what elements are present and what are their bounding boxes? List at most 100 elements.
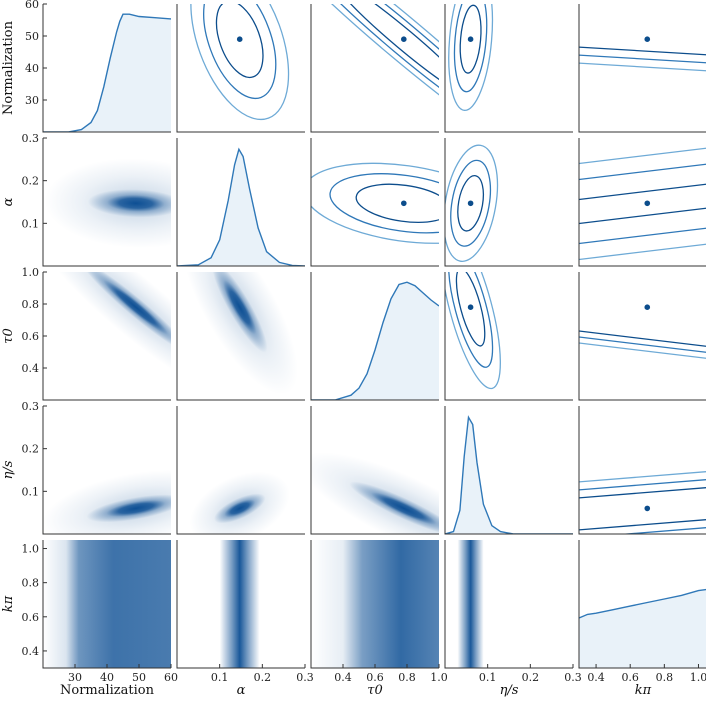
panel-alpha-vs-norm: 0.1 0.2 0.3 [22,132,171,267]
contour-1σ-tau0-kpi [579,330,706,347]
panel-tau0-vs-alpha [176,272,305,401]
panel-norm-vs-alpha [176,4,305,133]
contour-2σ-norm-kpi [579,54,706,64]
y-tick-label-kpi: 0.6 [22,611,40,624]
panel-axes [176,406,305,535]
panel-norm-vs-etas [444,4,573,133]
panel-etas-vs-tau0 [310,406,439,535]
best-fit-point-norm-tau0 [401,36,407,42]
panel-tau0-vs-tau0 [310,272,439,401]
contour-3σ-norm-etas [448,4,494,112]
x-tick-label-tau0: 0.4 [334,671,352,684]
panel-axes [444,4,573,133]
panel-axes [176,4,305,133]
panel-axes [176,138,305,267]
panel-axes [310,4,439,133]
contour-3σ-tau0-kpi [579,231,706,246]
panel-axes [578,272,706,401]
best-fit-point-alpha-etas [467,200,474,207]
contour-2σ-alpha-kpi [579,163,706,181]
panel-axes [42,272,171,401]
y-tick-label-etas: 0.1 [22,485,40,498]
y-tick-label-tau0: 0.8 [22,298,40,311]
x-axis-label-etas: η/s [500,683,519,698]
panel-norm-vs-tau0 [310,4,439,133]
contour-3σ-norm-tau0 [311,4,439,132]
panel-axes [42,4,171,133]
marginal-curve-etas [445,415,573,534]
density-kpi-tau0 [311,540,439,668]
panel-axes [578,4,706,133]
y-axis-label-etas: η/s [1,460,16,479]
panel-etas-vs-kpi [578,406,706,546]
y-tick-label-kpi: 0.4 [22,645,40,658]
panel-axes [578,138,706,267]
y-tick-label-etas: 0.2 [22,443,40,456]
marginal-curve-alpha [177,147,305,266]
panel-axes [176,272,305,401]
x-axis-label-tau0: τ0 [367,683,382,698]
contour-1σ-norm-alpha [215,4,264,79]
density-kpi-etas [457,540,484,668]
y-tick-label-norm: 40 [25,62,39,75]
x-axis-label-alpha: α [237,683,246,698]
contour-1σ-alpha-etas [457,174,485,232]
panel-norm-vs-norm: 30 40 50 60 [25,0,171,133]
contour-1σ-alpha-tau0 [355,183,439,223]
panel-axes [444,138,573,267]
contour-2σ-alpha-etas [450,159,492,247]
y-tick-label-alpha: 0.2 [22,175,40,188]
panel-axes [444,406,573,535]
y-axis-label-kpi: kπ [1,595,16,612]
y-tick-label-tau0: 0.4 [22,362,40,375]
marginal-fill-alpha [177,149,305,266]
panel-axes [310,272,439,401]
contour-1σ-norm-etas [459,4,482,74]
y-axis-label-alpha: α [1,197,16,206]
contour-2σ-alpha-kpi [579,227,706,245]
marginal-curve-tau0 [311,281,439,400]
panel-axes [310,138,439,267]
y-tick-label-tau0: 0.6 [22,330,40,343]
density-etas-tau0 [349,481,439,534]
panel-norm-vs-kpi [578,4,706,133]
y-tick-label-alpha: 0.3 [22,132,40,145]
contour-1σ-norm-kpi [579,46,706,56]
density-alpha-norm [87,189,171,218]
panel-axes [310,406,439,535]
panel-axes [310,540,439,669]
best-fit-point-alpha-tau0 [401,200,407,207]
x-tick-label-tau0: 1.0 [430,671,448,684]
best-fit-point-etas-kpi [644,505,651,512]
contour-3σ-alpha-tau0 [311,162,439,244]
contour-2σ-alpha-tau0 [329,173,439,234]
panel-alpha-vs-kpi [578,138,706,267]
y-axis-label-norm: Normalization [1,20,16,115]
x-axis-label-kpi: kπ [635,683,652,698]
x-tick-label-kpi: 1.0 [690,671,706,684]
panel-kpi-vs-tau0: 0.4 0.6 0.8 1.0 [310,540,448,684]
panel-axes [444,272,573,401]
y-tick-label-kpi: 0.8 [22,577,40,590]
y-axis-label-tau0: τ0 [1,328,16,343]
contour-3σ-tau0-etas [445,272,501,390]
contour-1σ-etas-kpi [579,519,706,531]
y-tick-label-norm: 60 [25,0,39,11]
density-etas-norm [86,494,171,523]
contour-3σ-etas-kpi [579,536,706,546]
best-fit-point-norm-etas [467,36,474,42]
contour-2σ-etas-kpi [619,527,706,534]
contour-1σ-tau0-etas [455,272,486,347]
density-etas-alpha [213,493,266,524]
contour-3σ-alpha-etas [445,144,499,263]
contour-3σ-etas-kpi [579,471,706,483]
best-fit-point-norm-alpha [236,36,243,42]
contour-2σ-norm-alpha [203,4,277,100]
panel-alpha-vs-etas [444,138,573,267]
best-fit-point-tau0-etas [467,304,474,311]
panel-kpi-vs-alpha: 0.1 0.2 0.3 [176,540,314,684]
contour-1σ-alpha-kpi [579,183,706,201]
marginal-curve-kpi [579,588,706,619]
x-tick-label-tau0: 0.8 [398,671,416,684]
